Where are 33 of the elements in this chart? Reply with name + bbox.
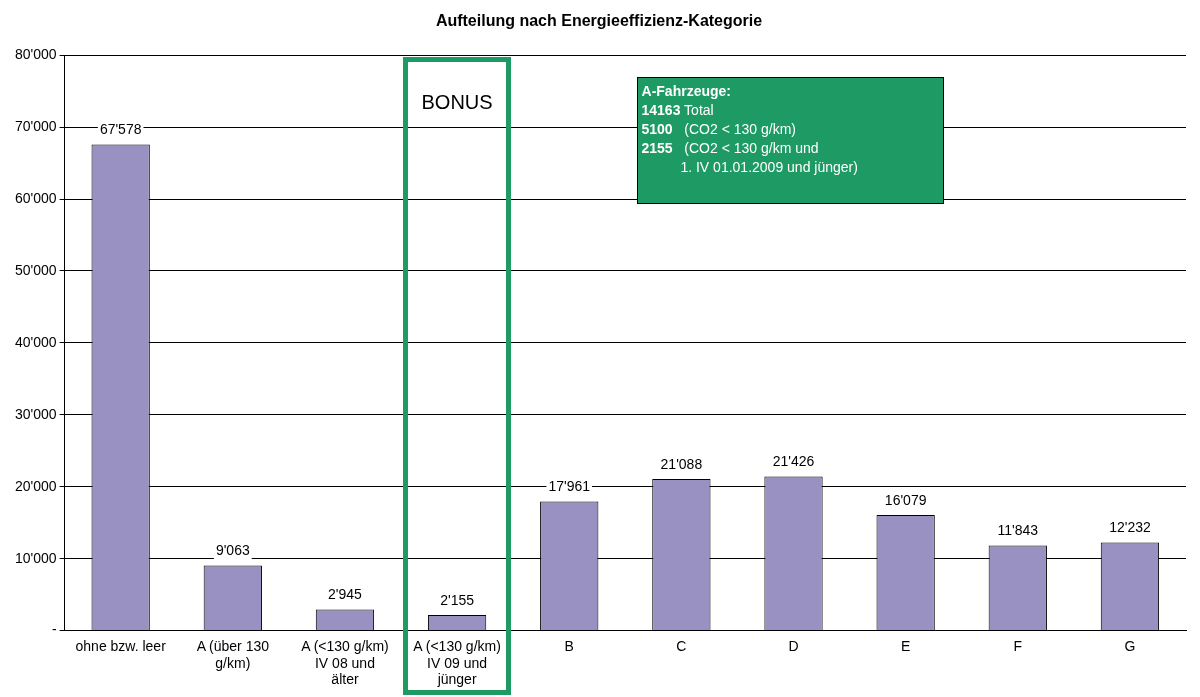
data-label: 17'961 xyxy=(548,478,591,495)
y-tick-label: 30'000 xyxy=(14,405,57,422)
y-tick-label: 10'000 xyxy=(14,549,57,566)
data-label: 2'155 xyxy=(440,591,475,608)
x-tick-label: A (über 130 g/km) xyxy=(196,637,270,671)
data-label: 21'088 xyxy=(660,455,703,472)
x-tick-label: F xyxy=(1013,637,1023,654)
y-tick-label: 80'000 xyxy=(14,46,57,63)
y-tick-label: - xyxy=(51,621,57,638)
data-label: 21'426 xyxy=(772,453,815,470)
y-tick-label: 40'000 xyxy=(14,333,57,350)
x-tick-label: A (<130 g/km) IV 08 und älter xyxy=(301,637,389,688)
x-tick-label: A (<130 g/km) IV 09 und jünger xyxy=(413,637,501,688)
data-label: 9'063 xyxy=(215,542,250,559)
x-tick-label: B xyxy=(564,637,574,654)
data-label: 16'079 xyxy=(884,491,927,508)
annotation: BONUS xyxy=(420,91,494,115)
data-label: 2'945 xyxy=(328,586,363,603)
note-box: A-Fahrzeuge: 14163 Total 5100 (CO2 < 130 g/km) 2155 (CO2 < 130 g/km und 1. IV 01.01.2009 und jünger) xyxy=(636,77,944,205)
x-tick-label: G xyxy=(1124,637,1136,654)
y-tick-label: 50'000 xyxy=(14,261,57,278)
x-tick-label: ohne bzw. leer xyxy=(75,637,167,654)
annotation: A-Fahrzeuge: 14163 Total 5100 (CO2 < 130 g/km) 2155 (CO2 < 130 g/km und 1. IV 01.01.2009 und jünger) xyxy=(641,82,859,178)
data-label: 11'843 xyxy=(997,522,1039,539)
y-tick-label: 70'000 xyxy=(14,117,57,134)
data-label: 12'232 xyxy=(1109,519,1151,536)
x-tick-label: E xyxy=(900,637,911,654)
x-tick-label: D xyxy=(788,637,799,654)
x-tick-label: C xyxy=(676,637,687,654)
y-tick-label: 60'000 xyxy=(14,189,57,206)
chart-title: Aufteilung nach Energieeffizienz-Kategorie xyxy=(435,12,763,30)
data-label: 67'578 xyxy=(99,121,142,138)
y-tick-label: 20'000 xyxy=(14,477,57,494)
